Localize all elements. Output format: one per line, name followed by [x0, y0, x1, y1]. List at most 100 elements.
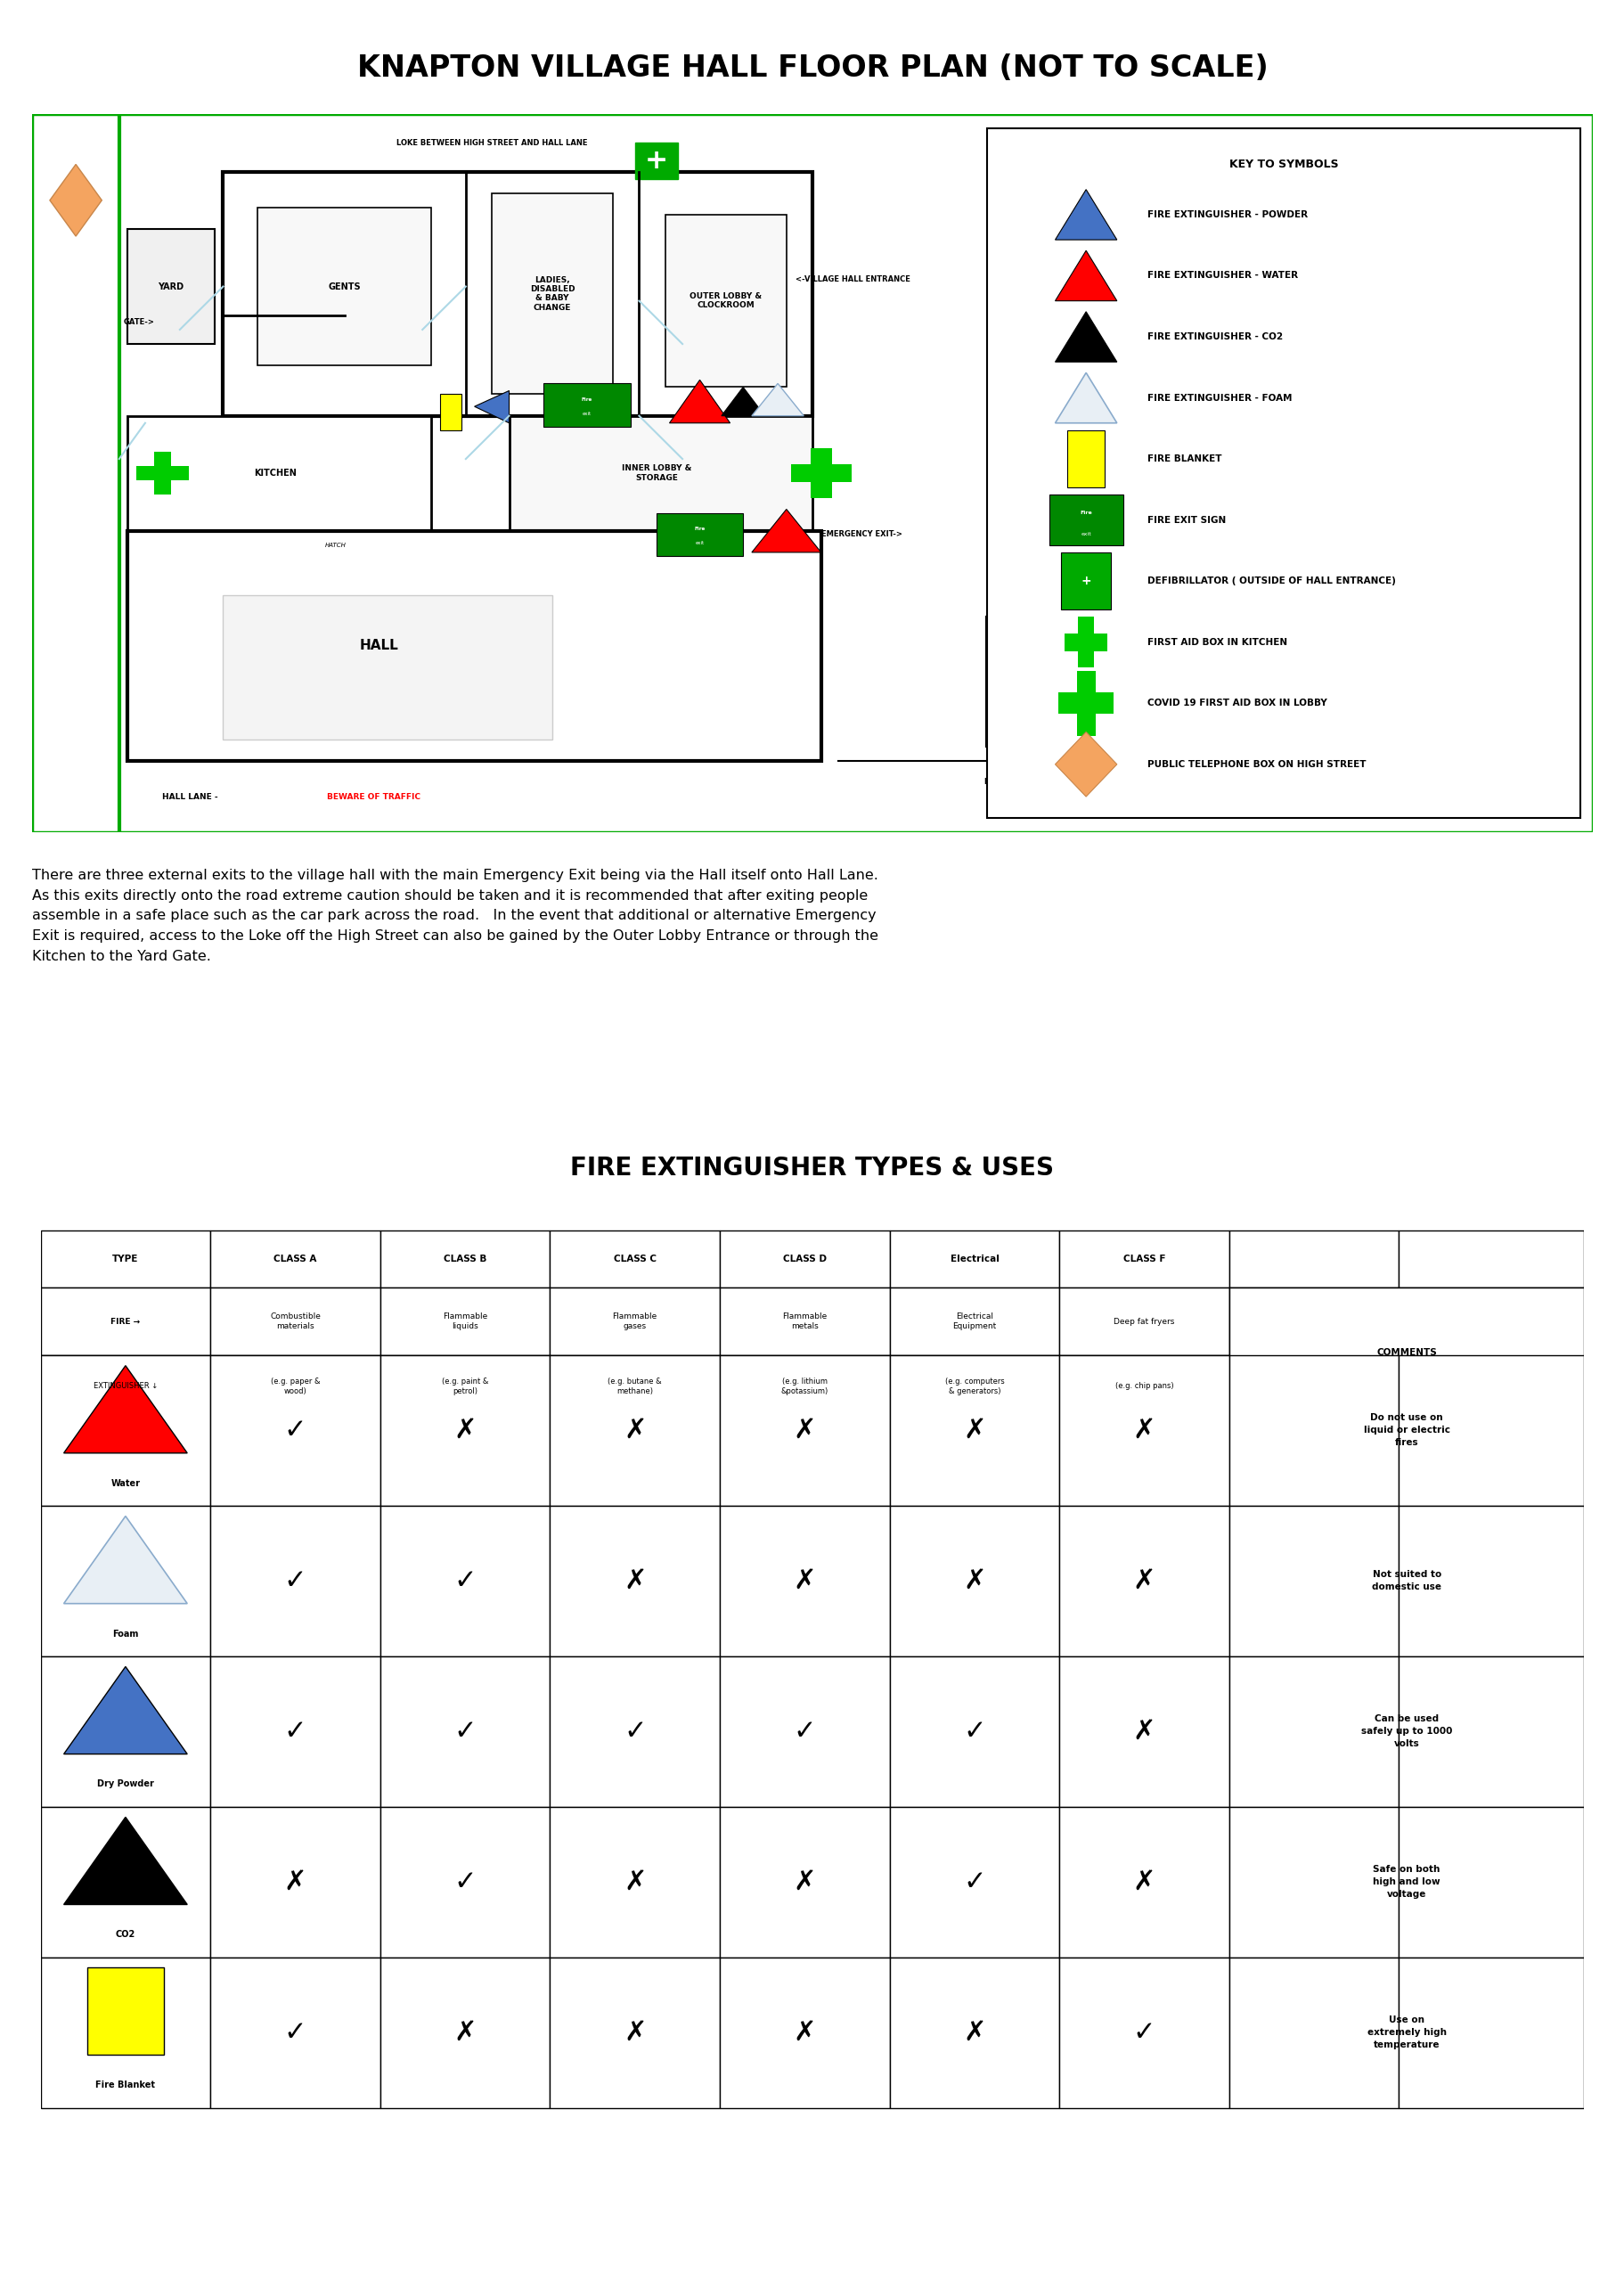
Bar: [635, 144, 677, 178]
Text: ✗: ✗: [793, 1868, 815, 1896]
Polygon shape: [63, 1366, 187, 1453]
Bar: [154, 452, 171, 495]
Text: ✓: ✓: [793, 1718, 815, 1745]
Text: +: +: [645, 148, 667, 173]
Text: ✗: ✗: [284, 1868, 307, 1896]
Bar: [1398, 1355, 1583, 1505]
Polygon shape: [721, 388, 765, 415]
Text: ✓: ✓: [284, 2019, 307, 2046]
Text: ✓: ✓: [453, 1567, 476, 1594]
Bar: [544, 383, 630, 427]
Bar: [890, 1957, 1059, 2108]
Text: Foam: Foam: [112, 1629, 138, 1638]
Bar: [810, 447, 831, 500]
Bar: [211, 1232, 380, 1289]
Text: KITCHEN: KITCHEN: [253, 470, 296, 477]
Text: OUTER LOBBY &
CLOCKROOM: OUTER LOBBY & CLOCKROOM: [689, 292, 762, 310]
Text: ✓: ✓: [453, 1718, 476, 1745]
Bar: [1398, 1807, 1583, 1957]
Text: exit: exit: [1080, 531, 1091, 536]
Polygon shape: [752, 509, 820, 552]
Bar: [719, 1656, 890, 1807]
Text: Dry Powder: Dry Powder: [97, 1779, 154, 1788]
Bar: [380, 1355, 549, 1505]
Text: ✗: ✗: [793, 2019, 815, 2046]
Text: +: +: [1080, 575, 1091, 586]
Bar: [986, 616, 1202, 746]
Bar: [1077, 671, 1095, 734]
Text: Flammable
liquids: Flammable liquids: [442, 1312, 487, 1330]
Bar: [128, 531, 820, 760]
Bar: [890, 1355, 1059, 1417]
Text: ✓: ✓: [284, 1567, 307, 1594]
Text: ✗: ✗: [624, 1868, 646, 1896]
Bar: [549, 1355, 719, 1505]
Text: ✓: ✓: [963, 1868, 986, 1896]
Text: LADIES,
DISABLED
& BABY
CHANGE: LADIES, DISABLED & BABY CHANGE: [529, 276, 575, 312]
Text: HALL LANE -: HALL LANE -: [162, 792, 221, 801]
Text: ✗: ✗: [963, 2019, 986, 2046]
Text: Flammable
gases: Flammable gases: [612, 1312, 658, 1330]
Bar: [549, 1807, 719, 1957]
Text: (e.g. paint &
petrol): (e.g. paint & petrol): [442, 1378, 489, 1396]
Text: Fire: Fire: [581, 397, 593, 401]
Bar: [380, 1232, 549, 1289]
Bar: [1078, 616, 1093, 668]
Text: PUBLIC TELEPHONE BOX ON HIGH STREET: PUBLIC TELEPHONE BOX ON HIGH STREET: [1147, 760, 1366, 769]
Text: ✓: ✓: [284, 1417, 307, 1444]
Bar: [380, 1656, 549, 1807]
Text: FIRE EXTINGUISHER - WATER: FIRE EXTINGUISHER - WATER: [1147, 271, 1298, 281]
Bar: [1059, 1957, 1228, 2108]
Bar: [1228, 1807, 1398, 1957]
Text: CLASS C: CLASS C: [614, 1255, 656, 1264]
Text: ✓: ✓: [963, 1718, 986, 1745]
Polygon shape: [669, 381, 729, 422]
Bar: [890, 1505, 1059, 1656]
Bar: [1228, 1355, 1398, 1417]
Polygon shape: [752, 383, 804, 415]
Text: ✗: ✗: [624, 2019, 646, 2046]
Text: HATCH: HATCH: [325, 543, 346, 547]
Bar: [492, 194, 612, 395]
Text: Safe on both
high and low
voltage: Safe on both high and low voltage: [1372, 1866, 1439, 1898]
Bar: [1059, 1232, 1228, 1289]
Text: CLASS F: CLASS F: [1122, 1255, 1164, 1264]
Bar: [1059, 1505, 1228, 1656]
Text: ✗: ✗: [624, 1567, 646, 1594]
Bar: [549, 1656, 719, 1807]
Bar: [1228, 1656, 1398, 1807]
Polygon shape: [63, 1667, 187, 1754]
Bar: [1228, 1289, 1583, 1417]
Text: ✓: ✓: [453, 1868, 476, 1896]
Text: Not suited to
domestic use: Not suited to domestic use: [1371, 1569, 1440, 1592]
Text: ASSEMBLY POINT: ASSEMBLY POINT: [1056, 771, 1122, 780]
Bar: [1398, 1289, 1583, 1355]
Bar: [1060, 552, 1111, 609]
Text: ✗: ✗: [793, 1417, 815, 1444]
Bar: [380, 1807, 549, 1957]
Bar: [549, 1289, 719, 1355]
Text: COMMENTS: COMMENTS: [1376, 1348, 1436, 1357]
Bar: [128, 228, 214, 344]
Bar: [664, 214, 786, 388]
Text: Can be used
safely up to 1000
volts: Can be used safely up to 1000 volts: [1361, 1715, 1452, 1750]
Text: Electrical: Electrical: [950, 1255, 999, 1264]
Bar: [41, 1656, 211, 1807]
Bar: [1059, 1807, 1228, 1957]
Text: (e.g. chip pans): (e.g. chip pans): [1114, 1382, 1173, 1391]
Bar: [1064, 634, 1108, 650]
Bar: [1228, 1957, 1398, 2108]
Text: HALL: HALL: [359, 639, 398, 652]
Text: Fire: Fire: [693, 527, 705, 531]
Bar: [1067, 431, 1104, 488]
Bar: [258, 208, 430, 365]
Bar: [1059, 1656, 1228, 1807]
Bar: [890, 1289, 1059, 1355]
Bar: [211, 1289, 380, 1355]
Text: CLASS B: CLASS B: [443, 1255, 487, 1264]
Bar: [508, 415, 812, 531]
Text: ✓: ✓: [1132, 2019, 1155, 2046]
Bar: [211, 1355, 380, 1505]
Text: Flammable
metals: Flammable metals: [781, 1312, 827, 1330]
Text: Do not use on
liquid or electric
fires: Do not use on liquid or electric fires: [1363, 1414, 1449, 1448]
